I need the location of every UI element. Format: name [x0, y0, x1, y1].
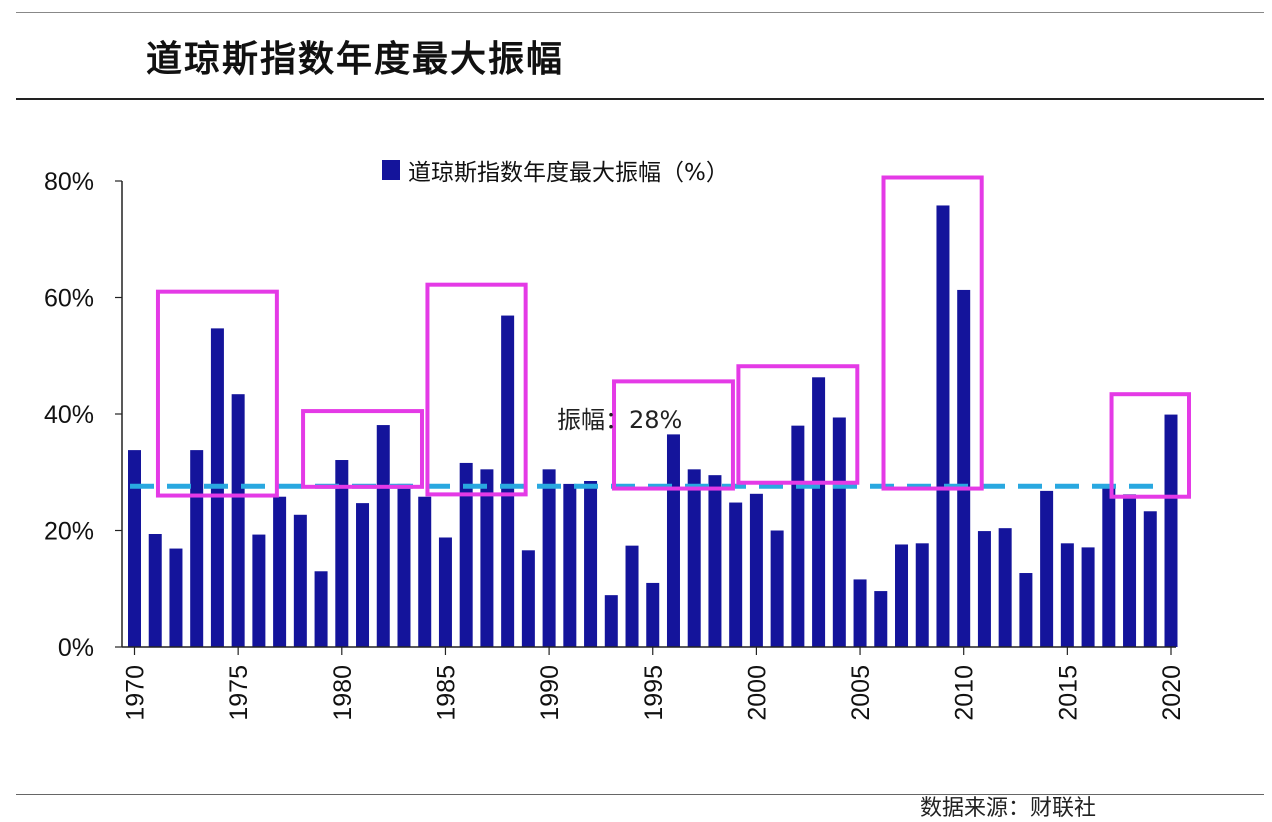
bar-1986: [459, 462, 473, 647]
y-tick-label: 40%: [44, 401, 94, 429]
bar-2015: [1060, 543, 1074, 647]
bar-2018: [1123, 494, 1137, 647]
bar-1975: [231, 394, 245, 647]
bar-1993: [604, 595, 618, 647]
highlight-box-4: [612, 379, 735, 491]
bar-1984: [418, 496, 432, 647]
bar-2003: [812, 377, 826, 647]
x-tick-label: 1975: [225, 665, 253, 721]
bar-1997: [687, 469, 701, 647]
bar-1973: [190, 450, 204, 647]
legend-swatch: [382, 160, 400, 180]
bar-1988: [501, 315, 515, 647]
bar-2016: [1081, 547, 1095, 647]
bar-2005: [853, 579, 867, 647]
x-tick-label: 1995: [640, 665, 668, 721]
bar-1972: [169, 548, 183, 647]
bar-2006: [874, 591, 888, 647]
bar-1979: [314, 571, 328, 647]
bar-1976: [252, 534, 266, 647]
highlight-box-1: [155, 289, 279, 498]
y-axis-ticks: 0% 20% 40% 60% 80%: [44, 168, 122, 662]
bar-1989: [521, 550, 535, 647]
highlight-box-5: [736, 364, 860, 485]
x-tick-label: 2015: [1054, 665, 1082, 721]
bar-2013: [1019, 573, 1033, 647]
reference-line-label: 振幅：28%: [557, 406, 682, 434]
title-underline: [16, 98, 1264, 100]
bar-2009: [936, 205, 950, 647]
bar-1978: [293, 514, 307, 647]
highlight-box-7: [1109, 392, 1192, 499]
bar-1987: [480, 469, 494, 647]
y-tick-label: 0%: [58, 634, 94, 662]
bar-2011: [977, 531, 991, 647]
bar-2004: [832, 417, 846, 647]
legend-label: 道琼斯指数年度最大振幅（%）: [408, 160, 729, 186]
bar-2002: [791, 425, 805, 647]
bar-2019: [1143, 511, 1157, 647]
bars: [128, 205, 1178, 647]
bar-1991: [563, 483, 577, 647]
bar-2010: [957, 289, 971, 647]
bar-2008: [915, 543, 929, 647]
bar-2000: [749, 493, 763, 647]
x-tick-label: 2010: [951, 665, 979, 721]
x-tick-label: 1985: [432, 665, 460, 721]
highlight-box-6: [881, 175, 984, 491]
y-tick-label: 60%: [44, 285, 94, 313]
highlight-boxes: [155, 175, 1192, 499]
page-title: 道琼斯指数年度最大振幅: [146, 39, 565, 80]
bar-2014: [1040, 490, 1054, 647]
bar-2017: [1102, 484, 1116, 647]
bar-2020: [1164, 414, 1178, 647]
bar-1982: [376, 425, 390, 647]
top-rule: [16, 12, 1264, 13]
bar-1985: [438, 537, 452, 647]
bar-2007: [895, 544, 909, 647]
y-tick-label: 80%: [44, 168, 94, 196]
y-tick-label: 20%: [44, 518, 94, 546]
x-tick-label: 2020: [1158, 665, 1186, 721]
bar-2012: [998, 528, 1012, 647]
bar-1994: [625, 545, 639, 647]
highlight-box-3: [425, 282, 528, 497]
bar-1970: [128, 450, 141, 647]
bar-1996: [666, 434, 680, 647]
bar-1980: [335, 460, 349, 647]
highlight-box-2: [301, 409, 424, 489]
axes: [121, 181, 1176, 648]
bar-1983: [397, 483, 411, 647]
bar-1981: [356, 503, 370, 647]
bar-1999: [729, 502, 743, 647]
x-tick-label: 1990: [536, 665, 564, 721]
x-axis-ticks: 1970 1975 1980 1985 1990 1995 2000 2005 2010 2015…: [122, 647, 1186, 721]
x-tick-label: 2005: [847, 665, 875, 721]
bottom-rule: [16, 794, 1264, 795]
legend: 道琼斯指数年度最大振幅（%）: [382, 160, 729, 186]
x-tick-label: 1970: [122, 665, 150, 721]
bar-1990: [542, 469, 556, 647]
amplitude-bar-chart: 0% 20% 40% 60% 80% 1970 1975 1980 1985 1990 1995 2…: [44, 160, 1192, 721]
x-tick-label: 1980: [329, 665, 357, 721]
x-tick-label: 2000: [743, 665, 771, 721]
bar-1971: [148, 533, 162, 647]
bar-1977: [273, 496, 287, 647]
bar-1998: [708, 475, 722, 647]
bar-2001: [770, 530, 784, 647]
bar-1992: [584, 480, 598, 647]
bar-1995: [646, 582, 660, 647]
